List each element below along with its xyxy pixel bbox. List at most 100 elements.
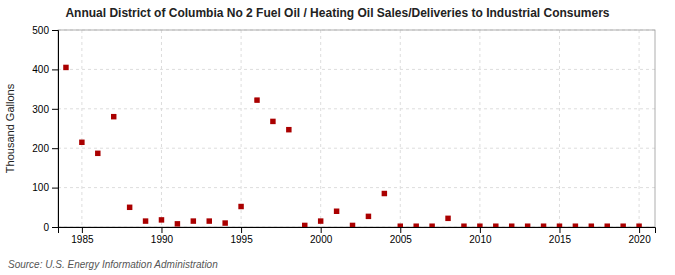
- tick: 400: [32, 64, 58, 75]
- point: [302, 223, 307, 227]
- tick-label: 2020: [628, 234, 651, 245]
- point: [238, 204, 243, 209]
- tick-label: 1990: [151, 234, 174, 245]
- tick-label: 100: [32, 182, 49, 193]
- point: [413, 223, 418, 227]
- point: [429, 223, 434, 227]
- x-axis: 1985 1990 1995 2000 2005 2010 2015 2020: [59, 227, 656, 245]
- chart: Annual District of Columbia No 2 Fuel Oi…: [0, 0, 675, 275]
- grid-line: [81, 30, 82, 227]
- tick: 1995: [230, 227, 253, 245]
- grid-line: [639, 30, 640, 227]
- point: [254, 97, 259, 102]
- grid: [58, 30, 655, 227]
- tick-label: 1985: [71, 234, 94, 245]
- grid-line: [58, 187, 655, 188]
- tick: 1985: [71, 227, 94, 245]
- tick-mark: [52, 69, 58, 70]
- tick-mark: [639, 227, 640, 233]
- grid-line: [161, 30, 162, 227]
- y-axis-title: Thousand Gallons: [4, 83, 16, 173]
- grid-line: [400, 30, 401, 227]
- tick-mark: [52, 148, 58, 149]
- point: [207, 218, 212, 223]
- tick: 2020: [628, 227, 651, 245]
- point: [159, 217, 164, 222]
- tick-label: 2005: [390, 234, 413, 245]
- tick: 2005: [390, 227, 413, 245]
- plot: 1985 1990 1995 2000 2005 2010 2015 2020 0 100 200 3…: [4, 25, 656, 245]
- tick-label: 300: [32, 104, 49, 115]
- tick: 200: [32, 143, 58, 154]
- tick: 300: [32, 104, 58, 115]
- point: [79, 140, 84, 145]
- axis-line: [59, 228, 656, 234]
- tick: 1990: [151, 227, 174, 245]
- tick-label: 0: [43, 222, 49, 233]
- point: [477, 223, 482, 227]
- point: [509, 223, 514, 227]
- tick-label: 2010: [469, 234, 492, 245]
- point: [382, 191, 387, 196]
- grid-line: [479, 30, 480, 227]
- point: [318, 218, 323, 223]
- tick-mark: [52, 109, 58, 110]
- grid-line: [241, 30, 242, 227]
- tick: 0: [43, 222, 58, 233]
- point: [525, 223, 530, 227]
- annotation: Source: U.S. Energy Information Administ…: [8, 259, 218, 270]
- point: [636, 223, 641, 227]
- point: [557, 223, 562, 227]
- point: [143, 218, 148, 223]
- point: [350, 223, 355, 227]
- tick-label: 400: [32, 64, 49, 75]
- point: [334, 209, 339, 214]
- tick-label: 200: [32, 143, 49, 154]
- grid-line: [58, 69, 655, 70]
- point: [222, 220, 227, 225]
- point: [95, 151, 100, 156]
- point: [461, 223, 466, 227]
- points: [63, 65, 642, 227]
- point: [605, 223, 610, 227]
- grid-line: [559, 30, 560, 227]
- point: [620, 223, 625, 227]
- point: [589, 223, 594, 227]
- tick: 2000: [310, 227, 333, 245]
- grid-line: [320, 30, 321, 227]
- tick-mark: [52, 30, 58, 31]
- tick-label: 2000: [310, 234, 333, 245]
- point: [111, 114, 116, 119]
- point: [445, 216, 450, 221]
- axis-line: [52, 31, 59, 228]
- point: [191, 218, 196, 223]
- tick: 500: [32, 25, 58, 36]
- tick: 2015: [549, 227, 572, 245]
- tick-label: 2015: [549, 234, 572, 245]
- point: [398, 223, 403, 227]
- title: Annual District of Columbia No 2 Fuel Oi…: [65, 6, 609, 20]
- point: [175, 221, 180, 226]
- grid-line: [58, 108, 655, 109]
- tick-mark: [480, 227, 481, 233]
- tick-mark: [161, 227, 162, 233]
- point: [127, 205, 132, 210]
- point: [573, 223, 578, 227]
- tick-mark: [400, 227, 401, 233]
- tick-mark: [82, 227, 83, 233]
- tick: 100: [32, 182, 58, 193]
- tick: 2010: [469, 227, 492, 245]
- tick-mark: [52, 188, 58, 189]
- point: [366, 214, 371, 219]
- tick-mark: [321, 227, 322, 233]
- point: [541, 223, 546, 227]
- grid-line: [58, 148, 655, 149]
- point: [270, 119, 275, 124]
- point: [493, 223, 498, 227]
- point: [63, 65, 68, 70]
- tick-label: 1995: [230, 234, 253, 245]
- tick-mark: [559, 227, 560, 233]
- y-axis: 0 100 200 300 400 500: [32, 25, 58, 233]
- tick-mark: [241, 227, 242, 233]
- tick-mark: [52, 227, 58, 228]
